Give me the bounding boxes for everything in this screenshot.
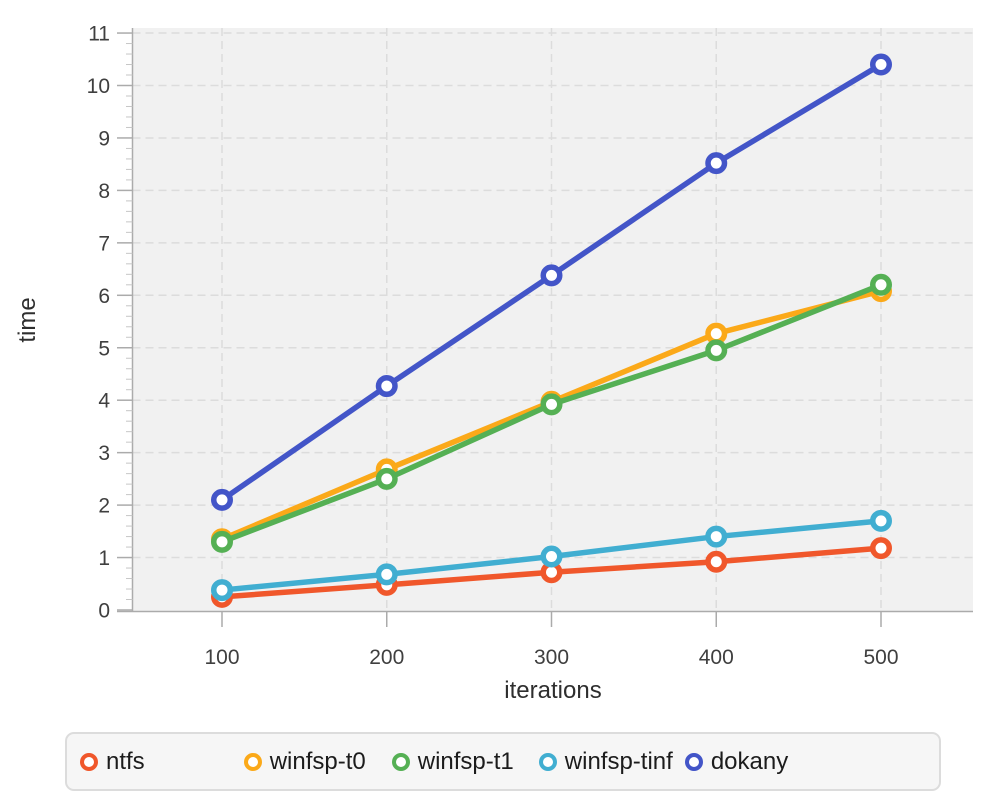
- marker-dokany: [705, 152, 728, 175]
- legend-marker-icon: [538, 752, 557, 771]
- marker-dokany: [211, 488, 233, 511]
- y-tick-label: 11: [88, 23, 110, 46]
- x-tick-label: 200: [369, 646, 404, 669]
- marker-winfsp-t1: [705, 339, 728, 362]
- legend-label: winfsp-t0: [269, 747, 366, 775]
- legend: ntfs winfsp-t0 winfsp-t1 winfsp-tinf dokany: [65, 732, 941, 791]
- marker-winfsp-t1: [540, 393, 563, 416]
- x-axis-title: iterations: [504, 677, 602, 704]
- marker-dokany: [870, 53, 892, 76]
- legend-item-dokany[interactable]: dokany: [684, 747, 789, 776]
- legend-label: winfsp-tinf: [564, 747, 673, 775]
- legend-item-winfsp-t1[interactable]: winfsp-t1: [391, 747, 514, 776]
- legend-marker-icon: [80, 752, 98, 771]
- x-tick-label: 300: [534, 646, 569, 669]
- y-tick-label: 10: [87, 75, 110, 98]
- y-tick-label: 7: [98, 232, 110, 255]
- marker-winfsp-t0: [705, 322, 728, 345]
- marker-dokany: [375, 375, 398, 398]
- marker-winfsp-tinf: [870, 509, 892, 532]
- y-tick-label: 4: [98, 390, 110, 413]
- y-tick-label: 6: [98, 285, 110, 308]
- line-chart: 0 1 2 3 4 5 6 7 8 9 10 11 100 200 300 400 500: [87, 23, 973, 669]
- legend-label: dokany: [710, 747, 789, 775]
- legend-label: ntfs: [106, 747, 145, 775]
- y-tick-label: 0: [98, 600, 110, 623]
- marker-winfsp-tinf: [375, 563, 398, 586]
- marker-winfsp-tinf: [705, 525, 728, 548]
- y-tick-label: 9: [98, 127, 110, 150]
- x-tick-label: 100: [204, 646, 239, 669]
- y-tick-label: 3: [98, 442, 110, 465]
- marker-dokany: [540, 264, 563, 287]
- y-axis-title: time: [14, 297, 41, 343]
- legend-item-winfsp-tinf[interactable]: winfsp-tinf: [538, 747, 673, 776]
- legend-marker-icon: [684, 752, 703, 771]
- y-tick-label: 1: [98, 547, 110, 570]
- y-tick-label: 5: [98, 337, 110, 360]
- marker-ntfs: [705, 550, 728, 573]
- legend-item-ntfs[interactable]: ntfs: [80, 748, 145, 776]
- y-tick-label: 2: [98, 495, 110, 518]
- marker-winfsp-t1: [375, 467, 398, 490]
- legend-item-winfsp-t0[interactable]: winfsp-t0: [243, 747, 366, 776]
- legend-marker-icon: [243, 752, 262, 771]
- legend-label: winfsp-t1: [417, 747, 514, 775]
- y-tick-label: 8: [98, 180, 110, 203]
- legend-marker-icon: [391, 752, 410, 771]
- plot-area: [132, 28, 973, 612]
- marker-winfsp-t1: [211, 530, 233, 553]
- marker-winfsp-tinf: [540, 545, 563, 568]
- x-tick-label: 400: [699, 646, 734, 669]
- marker-winfsp-t1: [870, 273, 892, 296]
- marker-winfsp-tinf: [211, 579, 233, 602]
- marker-ntfs: [870, 537, 892, 560]
- x-tick-label: 500: [863, 646, 898, 669]
